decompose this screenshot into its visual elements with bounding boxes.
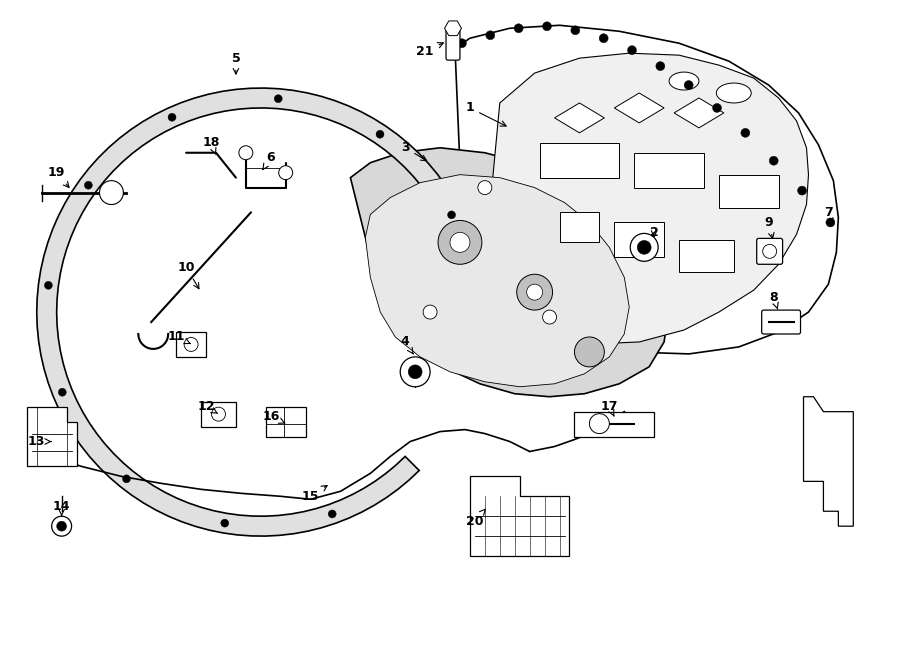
Polygon shape: [27, 406, 76, 467]
Polygon shape: [560, 213, 599, 242]
Text: 2: 2: [650, 226, 659, 239]
Circle shape: [574, 337, 604, 367]
Circle shape: [328, 510, 337, 518]
Text: 11: 11: [167, 330, 191, 344]
Circle shape: [514, 24, 523, 32]
Polygon shape: [634, 153, 704, 187]
Circle shape: [762, 244, 777, 258]
Text: 8: 8: [770, 291, 778, 309]
Text: 13: 13: [28, 435, 51, 448]
Circle shape: [44, 281, 52, 289]
Text: 3: 3: [400, 141, 427, 161]
Text: 12: 12: [197, 401, 218, 414]
Circle shape: [486, 30, 495, 40]
Ellipse shape: [669, 72, 699, 90]
Polygon shape: [679, 240, 734, 272]
Text: 10: 10: [177, 261, 199, 289]
Circle shape: [797, 186, 806, 195]
Polygon shape: [615, 93, 664, 123]
Text: 20: 20: [466, 509, 485, 528]
Ellipse shape: [716, 83, 752, 103]
Circle shape: [122, 475, 130, 483]
Circle shape: [184, 338, 198, 352]
Text: 17: 17: [600, 401, 618, 416]
FancyBboxPatch shape: [446, 28, 460, 60]
Text: 18: 18: [202, 136, 220, 155]
Text: 7: 7: [824, 206, 833, 224]
Circle shape: [656, 62, 665, 71]
Circle shape: [400, 357, 430, 387]
Circle shape: [447, 211, 455, 219]
Circle shape: [741, 128, 750, 137]
Circle shape: [212, 407, 225, 421]
Circle shape: [57, 521, 67, 531]
Text: 16: 16: [262, 410, 285, 423]
Circle shape: [238, 146, 253, 160]
Circle shape: [409, 365, 422, 379]
Circle shape: [220, 519, 229, 527]
FancyBboxPatch shape: [757, 238, 783, 264]
FancyBboxPatch shape: [761, 310, 800, 334]
Circle shape: [58, 388, 67, 397]
Circle shape: [770, 156, 778, 166]
Text: 14: 14: [53, 500, 70, 516]
Text: 5: 5: [231, 52, 240, 74]
Circle shape: [51, 516, 72, 536]
Circle shape: [526, 284, 543, 300]
Circle shape: [543, 310, 556, 324]
Polygon shape: [445, 21, 462, 36]
Text: 1: 1: [465, 101, 506, 126]
Text: 4: 4: [400, 336, 413, 354]
Polygon shape: [674, 98, 724, 128]
Polygon shape: [615, 222, 664, 258]
Text: 15: 15: [302, 485, 327, 503]
Polygon shape: [201, 402, 236, 426]
Circle shape: [826, 218, 835, 227]
Polygon shape: [365, 175, 629, 387]
Polygon shape: [485, 53, 808, 344]
Circle shape: [438, 220, 482, 264]
Circle shape: [543, 22, 552, 30]
Circle shape: [571, 26, 580, 34]
Circle shape: [637, 240, 652, 254]
Text: 6: 6: [263, 151, 275, 169]
Circle shape: [423, 305, 437, 319]
Circle shape: [376, 130, 384, 138]
Circle shape: [279, 166, 292, 179]
Polygon shape: [455, 25, 839, 354]
Circle shape: [627, 46, 636, 55]
Circle shape: [599, 34, 608, 43]
Polygon shape: [540, 143, 619, 177]
Circle shape: [457, 39, 466, 48]
Polygon shape: [804, 397, 853, 526]
Circle shape: [630, 234, 658, 261]
Polygon shape: [574, 412, 654, 436]
Circle shape: [168, 113, 176, 121]
Text: 9: 9: [764, 216, 774, 238]
Polygon shape: [266, 406, 306, 436]
Circle shape: [100, 181, 123, 205]
Text: 19: 19: [48, 166, 69, 187]
Circle shape: [274, 95, 283, 103]
Circle shape: [450, 232, 470, 252]
Text: 21: 21: [417, 42, 444, 58]
Circle shape: [478, 181, 491, 195]
Polygon shape: [176, 332, 206, 357]
Polygon shape: [37, 88, 461, 536]
Polygon shape: [470, 477, 570, 556]
Polygon shape: [350, 148, 669, 397]
Circle shape: [684, 81, 693, 89]
Circle shape: [713, 103, 722, 113]
Circle shape: [85, 181, 93, 189]
Polygon shape: [719, 175, 778, 207]
Polygon shape: [554, 103, 604, 133]
Circle shape: [590, 414, 609, 434]
Circle shape: [517, 274, 553, 310]
